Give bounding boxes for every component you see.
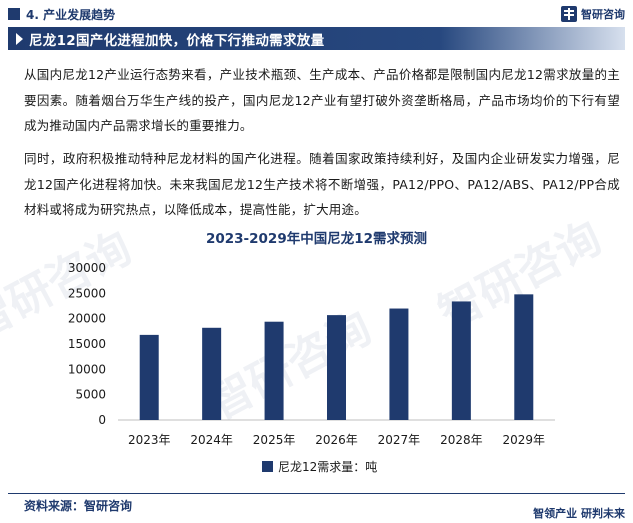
source-note: 资料来源：智研咨询 [24, 499, 133, 513]
y-tick-label: 25000 [68, 286, 106, 300]
bar [389, 308, 409, 420]
y-tick-label: 10000 [68, 362, 106, 376]
brand-name: 智研咨询 [581, 8, 625, 21]
bar [264, 321, 284, 420]
arrow-icon [16, 32, 23, 45]
x-tick-label: 2029年 [503, 433, 546, 447]
bar [327, 315, 346, 420]
chart-title: 2023-2029年中国尼龙12需求预测 [205, 231, 428, 247]
section-header: 4. 产业发展趋势 [8, 5, 115, 23]
bar [139, 334, 159, 420]
title-banner: 尼龙12国产化进程加快，价格下行推动需求放量 [8, 27, 625, 50]
y-tick-label: 20000 [68, 312, 106, 326]
slogan: 智领产业 研判未来 [533, 507, 625, 520]
brand-logo-icon [561, 6, 577, 22]
section-marker-icon [8, 8, 20, 20]
y-tick-label: 15000 [68, 337, 106, 351]
x-tick-label: 2026年 [315, 433, 358, 447]
section-title: 4. 产业发展趋势 [26, 7, 116, 22]
bar [202, 327, 222, 420]
x-tick-label: 2027年 [378, 433, 421, 447]
x-tick-label: 2024年 [190, 433, 233, 447]
banner-title: 尼龙12国产化进程加快，价格下行推动需求放量 [29, 32, 325, 49]
legend-label: 尼龙12需求量：吨 [278, 460, 377, 474]
brand: 智研咨询 [561, 4, 625, 24]
footer-divider [8, 493, 625, 494]
y-tick-label: 5000 [75, 388, 106, 402]
paragraph-2: 同时，政府积极推动特种尼龙材料的国产化进程。随着国家政策持续利好，及国内企业研发… [24, 151, 620, 217]
x-tick-label: 2025年 [253, 433, 296, 447]
legend-swatch [262, 461, 273, 472]
x-tick-label: 2023年 [128, 433, 171, 447]
bar [514, 294, 534, 420]
paragraph-1: 从国内尼龙12产业运行态势来看，产业技术瓶颈、生产成本、产品价格都是限制国内尼龙… [24, 67, 620, 133]
bar-chart: 0 5000 10000 15000 20000 25000 30000 2023年 2024年… [68, 261, 555, 474]
bar [451, 301, 471, 420]
y-tick-label: 0 [98, 413, 106, 427]
x-tick-label: 2028年 [440, 433, 483, 447]
y-tick-label: 30000 [68, 261, 106, 275]
